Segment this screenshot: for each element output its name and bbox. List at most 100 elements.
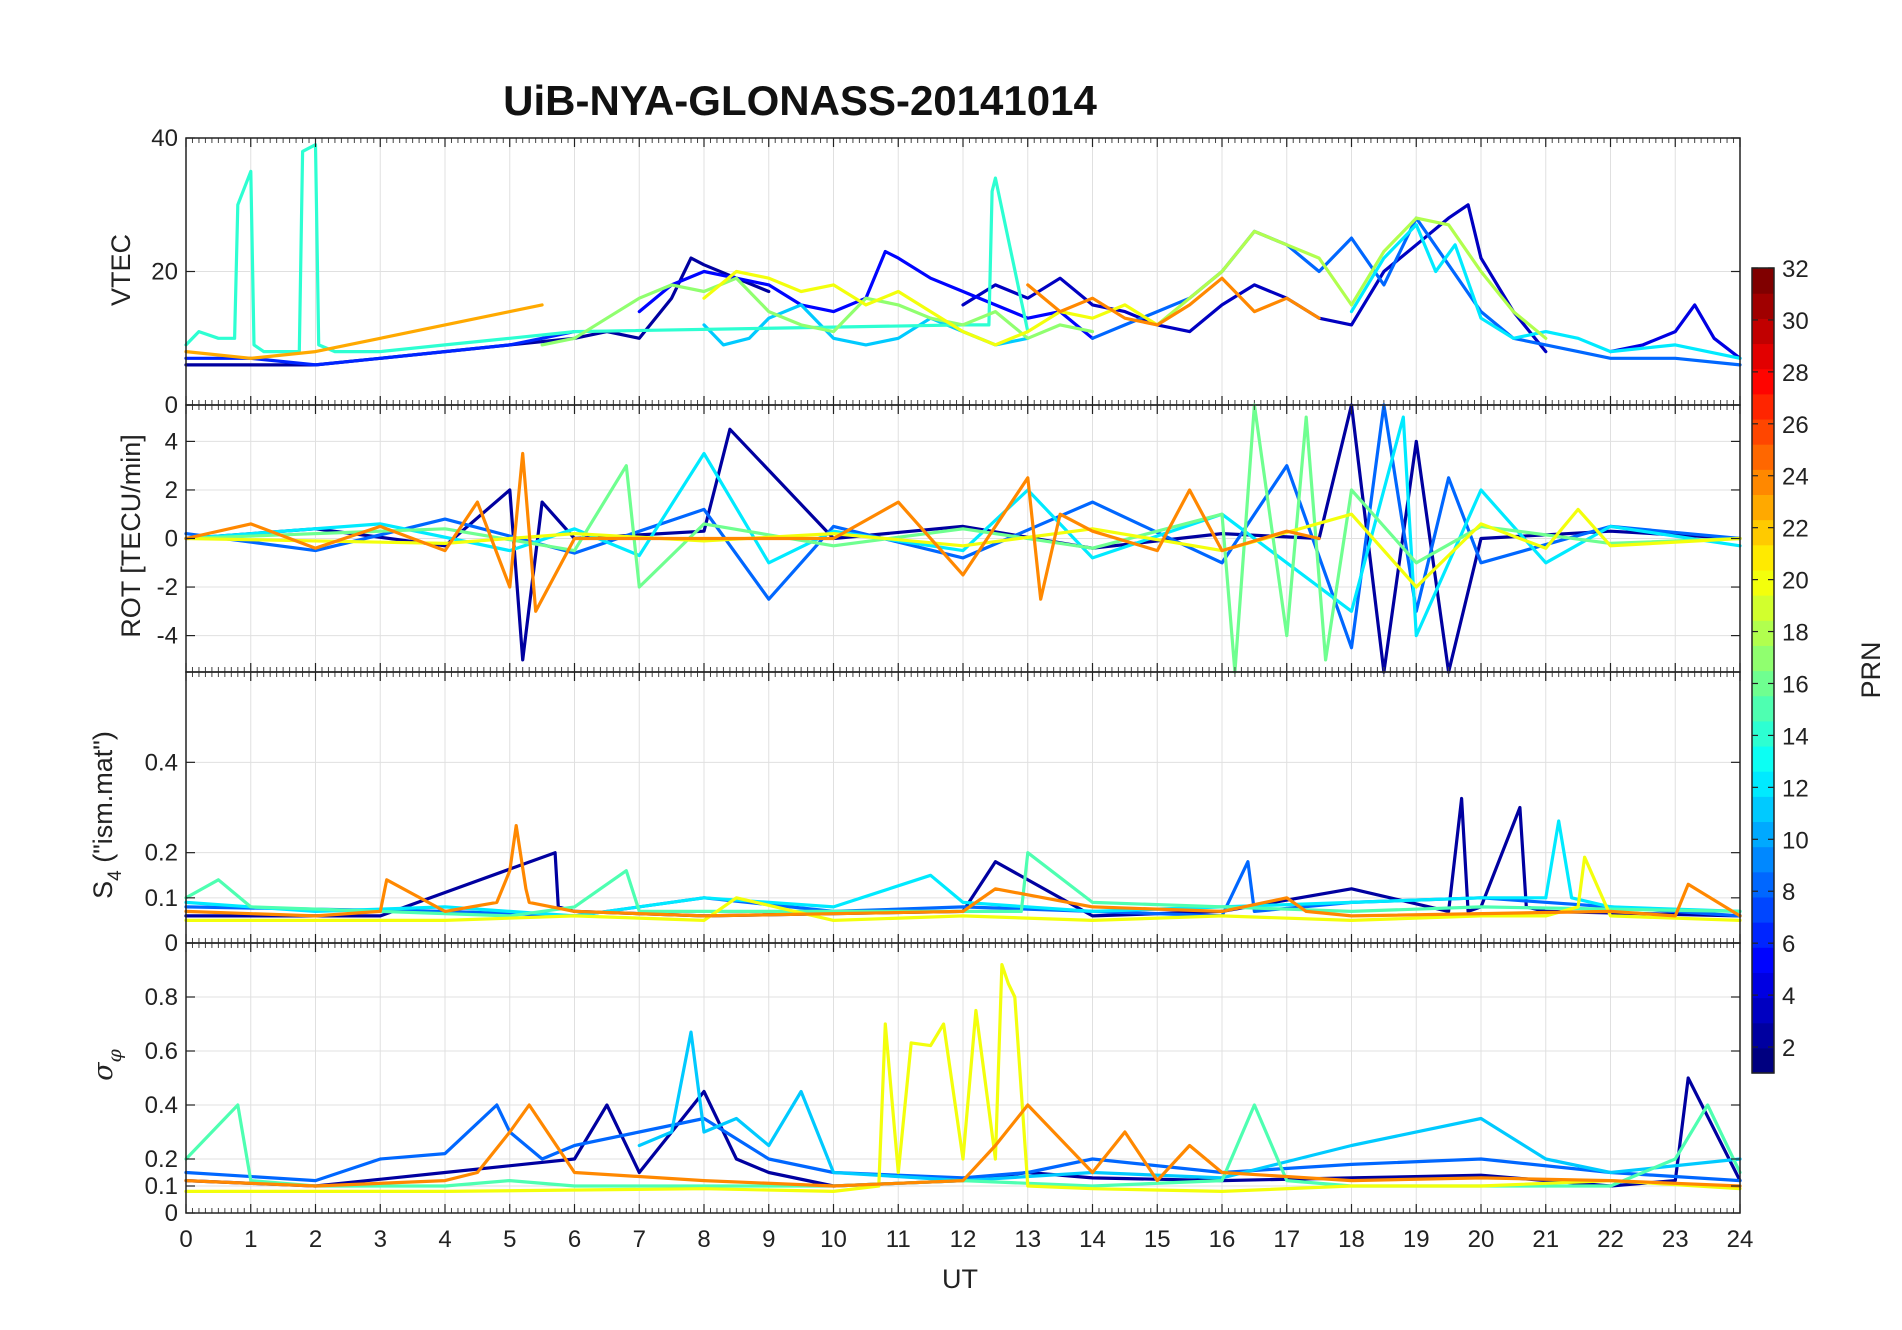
colorbar-tick-label: 10 — [1782, 827, 1809, 854]
x-tick-label: 16 — [1209, 1226, 1236, 1253]
series-line-prn-17 — [540, 276, 1095, 347]
y-tick-label: 0.4 — [145, 749, 178, 776]
panel-rot-ylabel: ROT [TECU/min] — [116, 434, 146, 638]
colorbar-tick-label: 20 — [1782, 568, 1809, 595]
colorbar-frame — [1751, 267, 1775, 1074]
x-tick-label: 5 — [503, 1226, 516, 1253]
series-line-prn-8 — [184, 1103, 1742, 1183]
x-axis-label: UT — [942, 1264, 978, 1294]
series-line-prn-11 — [637, 1030, 1742, 1183]
colorbar-cell — [1752, 947, 1774, 973]
colorbar-cell — [1752, 1022, 1774, 1049]
series-line-prn-4 — [1608, 303, 1742, 360]
x-tick-label: 24 — [1727, 1226, 1754, 1253]
series-line-prn-12 — [1349, 223, 1742, 360]
x-tick-label: 12 — [950, 1226, 977, 1253]
y-tick-label: 2 — [165, 477, 178, 504]
colorbar-tick-label: 14 — [1782, 723, 1809, 750]
y-tick-label: 20 — [151, 259, 178, 286]
panel-sigma-phi: 00.10.2 0.4 0.6 0.8 σφ — [88, 942, 1742, 1227]
chart-title: UiB-NYA-GLONASS-20141014 — [503, 77, 1097, 124]
colorbar-cell — [1752, 997, 1774, 1024]
series-line-prn-24 — [184, 823, 1742, 918]
x-tick-label: 3 — [374, 1226, 387, 1253]
y-tick-label: 0.2 — [145, 840, 178, 867]
y-tick-label: 0.6 — [145, 1038, 178, 1065]
colorbar-cell — [1752, 519, 1774, 546]
colorbar-cell — [1752, 821, 1774, 848]
y-tick-label: 0.1 — [145, 885, 178, 912]
series-line-prn-24 — [184, 1103, 1742, 1188]
y-tick-label: 0 — [165, 392, 178, 419]
panel-sigma-phi-frame — [185, 942, 1741, 1214]
series-line-prn-16 — [184, 403, 1742, 674]
colorbar-cell — [1752, 469, 1774, 496]
colorbar-cell — [1752, 745, 1774, 772]
colorbar-cell — [1752, 318, 1774, 345]
series-line-prn-5 — [637, 249, 1095, 340]
colorbar-cell — [1752, 771, 1774, 797]
y-tick-label: 0.1 — [145, 1173, 178, 1200]
panel-s4-ylabel-rest: ("ism.mat") — [88, 731, 118, 870]
colorbar-cells — [1752, 268, 1774, 1074]
panel-rot-series — [184, 403, 1742, 674]
panel-s4-ylabel: S4 ("ism.mat") — [88, 731, 126, 899]
panel-s4: 0 0.1 0.2 0.4 S4 ("ism.mat") — [88, 671, 1742, 957]
x-tick-label: 18 — [1338, 1226, 1365, 1253]
x-axis-tick-labels: 0 1 2 3 4 5 6 7 8 9 10 11 12 13 14 15 16 17 18 19 20 21 22 23 24 — [179, 1226, 1753, 1253]
series-line-prn-20 — [184, 855, 1742, 923]
colorbar-tick-label: 18 — [1782, 620, 1809, 647]
y-tick-label: -4 — [157, 623, 178, 650]
x-tick-label: 13 — [1014, 1226, 1041, 1253]
x-tick-label: 1 — [244, 1226, 257, 1253]
colorbar-cell — [1752, 444, 1774, 470]
colorbar-cell — [1752, 846, 1774, 873]
colorbar-cell — [1752, 393, 1774, 420]
series-line-prn-3 — [961, 203, 1548, 354]
series-line-prn-6 — [184, 330, 577, 367]
colorbar-cell — [1752, 972, 1774, 999]
colorbar-cell — [1752, 343, 1774, 370]
panel-rot-ticks: -4 -2 0 2 4 — [157, 405, 1741, 672]
x-tick-label: 10 — [820, 1226, 847, 1253]
x-tick-label: 7 — [633, 1226, 646, 1253]
x-tick-label: 21 — [1532, 1226, 1559, 1253]
x-tick-label: 6 — [568, 1226, 581, 1253]
colorbar-tick-label: 8 — [1782, 879, 1795, 906]
series-line-prn-18 — [1155, 216, 1548, 340]
colorbar-label: PRN — [1856, 641, 1886, 698]
x-tick-label: 22 — [1597, 1226, 1624, 1253]
panel-sigma-phi-ylabel-sub: φ — [104, 1048, 126, 1062]
panel-sigma-phi-ylabel: σφ — [88, 1048, 126, 1080]
series-line-prn-15 — [184, 851, 1742, 918]
x-tick-label: 2 — [309, 1226, 322, 1253]
series-line-prn-24 — [184, 451, 1321, 613]
colorbar-cell — [1752, 1047, 1774, 1074]
colorbar-cell — [1752, 595, 1774, 621]
y-tick-label: 0.8 — [145, 984, 178, 1011]
x-tick-label: 23 — [1662, 1226, 1689, 1253]
x-tick-label: 19 — [1403, 1226, 1430, 1253]
y-tick-label: 40 — [151, 125, 178, 152]
colorbar-cell — [1752, 544, 1774, 571]
panel-rot: -4 -2 0 2 4 ROT [TECU/min] — [116, 403, 1742, 674]
colorbar-tick-label: 30 — [1782, 308, 1809, 335]
colorbar-tick-label: 2 — [1782, 1035, 1795, 1062]
panel-s4-ylabel-sub: 4 — [105, 870, 126, 881]
colorbar-tick-label: 4 — [1782, 983, 1795, 1010]
x-tick-label: 11 — [886, 1226, 911, 1253]
panel-sigma-phi-series — [184, 962, 1742, 1194]
panel-vtec-series — [184, 143, 1742, 367]
panel-sigma-phi-ticks: 00.10.2 0.4 0.6 0.8 — [145, 943, 1741, 1227]
series-line-prn-24 — [1026, 276, 1321, 327]
y-tick-label: 0 — [165, 1200, 178, 1227]
colorbar-cell — [1752, 268, 1774, 294]
x-tick-label: 9 — [762, 1226, 775, 1253]
colorbar-cell — [1752, 418, 1774, 445]
colorbar-cell — [1752, 645, 1774, 672]
panel-vtec: 0 20 40 VTEC — [106, 125, 1742, 419]
